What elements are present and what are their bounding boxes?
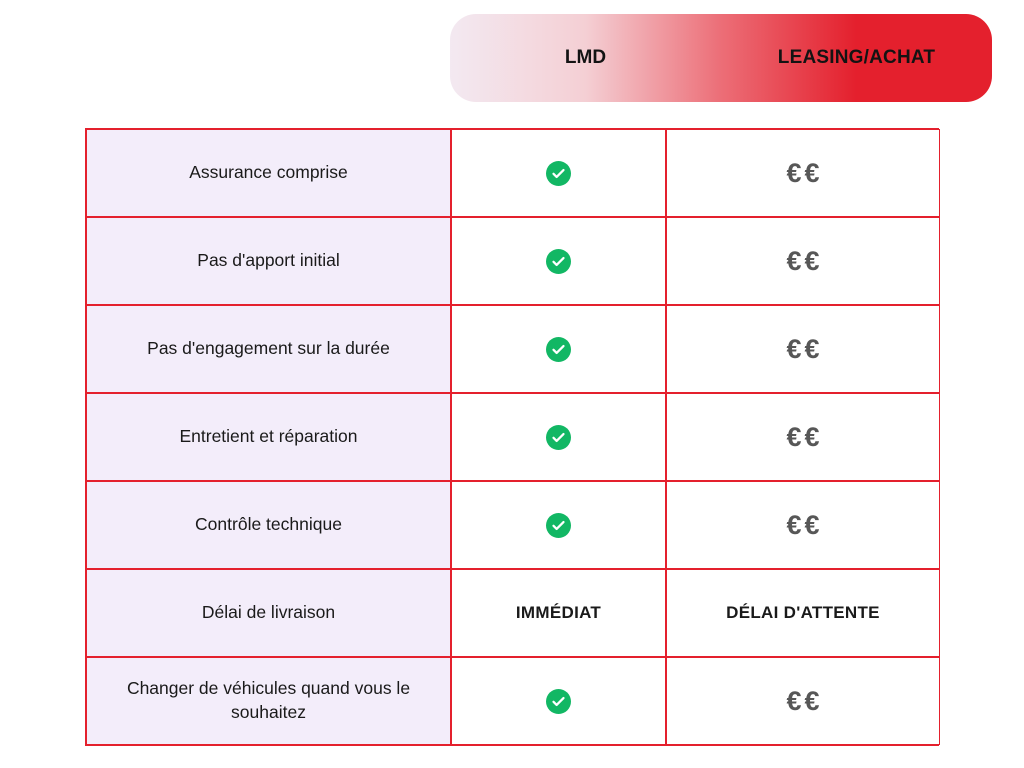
- col-b-text: DÉLAI D'ATTENTE: [726, 603, 880, 623]
- row-col-b: € €: [666, 217, 940, 305]
- row-label: Délai de livraison: [86, 569, 451, 657]
- euro-cost-icon: € €: [786, 336, 819, 363]
- row-col-b: DÉLAI D'ATTENTE: [666, 569, 940, 657]
- check-icon: [546, 161, 571, 186]
- row-col-b: € €: [666, 305, 940, 393]
- row-col-a: [451, 393, 666, 481]
- row-label: Entretient et réparation: [86, 393, 451, 481]
- row-label: Pas d'engagement sur la durée: [86, 305, 451, 393]
- row-label: Assurance comprise: [86, 129, 451, 217]
- row-label: Changer de véhicules quand vous le souha…: [86, 657, 451, 745]
- row-col-b: € €: [666, 657, 940, 745]
- row-col-a: [451, 305, 666, 393]
- euro-cost-icon: € €: [786, 160, 819, 187]
- check-icon: [546, 689, 571, 714]
- euro-cost-icon: € €: [786, 688, 819, 715]
- row-label: Pas d'apport initial: [86, 217, 451, 305]
- euro-cost-icon: € €: [786, 248, 819, 275]
- euro-cost-icon: € €: [786, 424, 819, 451]
- col-a-text: IMMÉDIAT: [516, 603, 601, 623]
- row-label: Contrôle technique: [86, 481, 451, 569]
- euro-cost-icon: € €: [786, 512, 819, 539]
- row-col-a: [451, 217, 666, 305]
- check-icon: [546, 249, 571, 274]
- header-col-leasing: LEASING/ACHAT: [721, 14, 992, 102]
- row-col-a: [451, 657, 666, 745]
- header-col-lmd: LMD: [450, 14, 721, 102]
- row-col-a: [451, 129, 666, 217]
- check-icon: [546, 513, 571, 538]
- row-col-b: € €: [666, 481, 940, 569]
- check-icon: [546, 337, 571, 362]
- row-col-b: € €: [666, 129, 940, 217]
- comparison-table: Assurance comprise € € Pas d'apport init…: [85, 128, 939, 746]
- comparison-header: LMD LEASING/ACHAT: [450, 14, 992, 102]
- row-col-a: [451, 481, 666, 569]
- check-icon: [546, 425, 571, 450]
- row-col-a: IMMÉDIAT: [451, 569, 666, 657]
- row-col-b: € €: [666, 393, 940, 481]
